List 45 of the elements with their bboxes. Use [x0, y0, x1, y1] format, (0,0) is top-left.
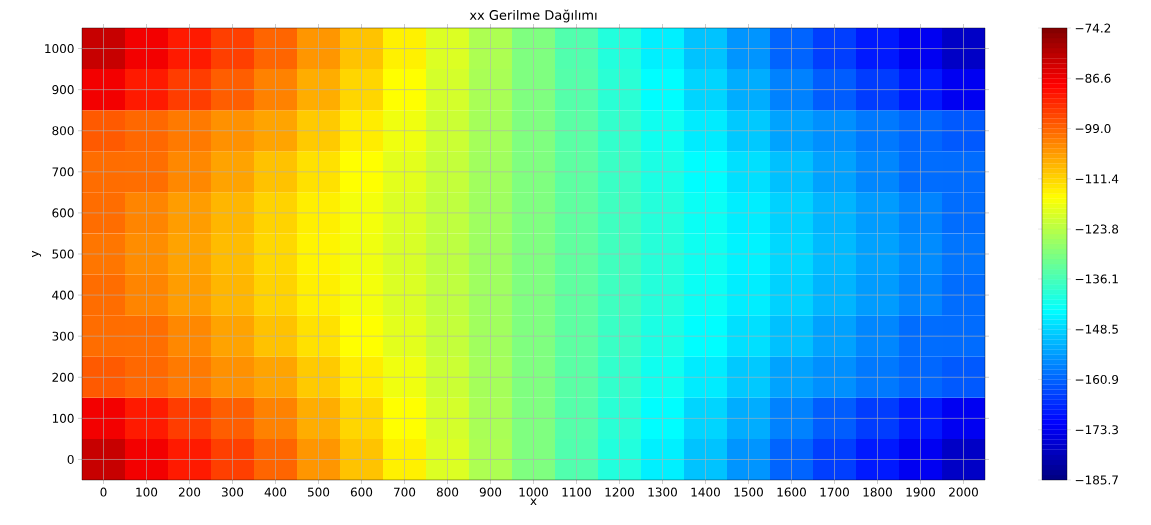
x-tick-label: 1700 — [820, 487, 849, 497]
x-tick-label: 500 — [307, 487, 330, 497]
x-tick-label: 1200 — [605, 487, 634, 497]
x-tick-label: 800 — [436, 487, 459, 497]
x-tick-label: 200 — [178, 487, 201, 497]
color-bar-label: −86.6 — [1075, 73, 1111, 83]
color-bar-label: −111.4 — [1075, 174, 1119, 184]
y-tick-label: 700 — [52, 167, 74, 177]
color-bar-label: −173.3 — [1075, 425, 1118, 435]
chart-title: xx Gerilme Dağılımı — [469, 9, 597, 23]
x-tick-label: 1600 — [777, 487, 806, 497]
y-tick-label: 1000 — [45, 44, 74, 54]
x-tick-label: 300 — [221, 487, 244, 497]
y-tick-label: 0 — [67, 454, 74, 464]
color-bar-label: −148.5 — [1075, 324, 1118, 334]
color-bar-label: −136.1 — [1075, 274, 1118, 284]
y-tick-label: 600 — [52, 208, 74, 218]
x-tick-label: 1500 — [734, 487, 763, 497]
y-tick-label: 200 — [52, 372, 74, 382]
x-tick-label: 400 — [264, 487, 287, 497]
x-tick-label: 1300 — [648, 487, 677, 497]
x-tick-label: 1800 — [863, 487, 892, 497]
color-bar-label: −123.8 — [1075, 224, 1119, 234]
y-tick-label: 900 — [52, 85, 74, 95]
color-bar-label: −185.7 — [1075, 475, 1118, 485]
x-tick-label: 100 — [136, 487, 158, 497]
y-tick-label: 300 — [52, 331, 74, 341]
color-bar-label: −160.9 — [1075, 374, 1119, 384]
y-tick-label: 400 — [52, 290, 74, 300]
y-tick-label: 100 — [52, 413, 74, 423]
x-tick-label: 0 — [100, 487, 107, 497]
color-bar-label: −99.0 — [1075, 123, 1111, 134]
x-tick-label: 1400 — [691, 487, 720, 497]
x-tick-label: 1900 — [906, 487, 935, 497]
x-tick-label: 2000 — [949, 487, 978, 497]
x-tick-label: 1000 — [519, 487, 548, 497]
x-tick-label: 1100 — [562, 487, 591, 497]
x-tick-label: 900 — [479, 487, 502, 497]
x-tick-label: 600 — [350, 487, 373, 497]
x-tick-label: 700 — [394, 487, 416, 497]
x-axis-title: x — [530, 498, 537, 506]
color-bar-label: −74.2 — [1075, 23, 1111, 33]
y-tick-label: 500 — [52, 249, 74, 259]
y-tick-label: 800 — [52, 126, 74, 136]
y-axis-title: y — [32, 250, 42, 258]
